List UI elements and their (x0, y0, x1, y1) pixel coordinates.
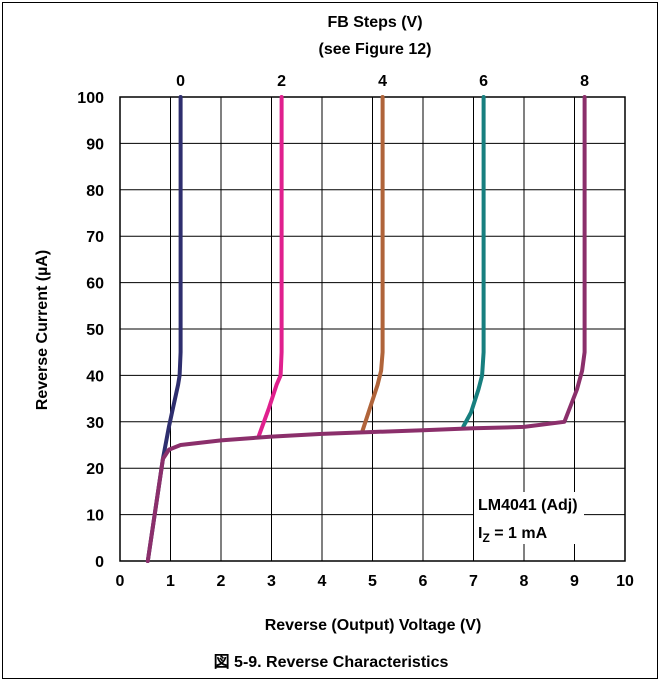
x-tick-labels: 0 1 2 3 4 5 6 7 8 9 10 (116, 573, 634, 590)
x-tick-label: 0 (116, 573, 125, 590)
annotation-subscript: Z (482, 531, 489, 545)
y-tick-label: 20 (86, 461, 104, 478)
annotation-rest: = 1 mA (490, 525, 548, 542)
series-lines (145, 95, 587, 563)
y-tick-label: 40 (86, 368, 104, 385)
annotation-background (474, 492, 584, 544)
series-top-label-fb-2: 2 (277, 73, 286, 90)
x-tick-label: 3 (267, 573, 276, 590)
y-tick-label: 30 (86, 415, 104, 432)
top-title-line1: FB Steps (V) (327, 14, 422, 31)
x-tick-label: 8 (520, 573, 529, 590)
x-tick-label: 2 (217, 573, 226, 590)
y-axis-title: Reverse Current (µA) (34, 250, 51, 410)
series-line-fb-4 (360, 95, 385, 434)
annotation-box: LM4041 (Adj) IZ = 1 mA (474, 492, 584, 545)
y-tick-label: 70 (86, 229, 104, 246)
x-axis-title: Reverse (Output) Voltage (V) (265, 617, 482, 634)
series-top-label-fb-0: 0 (176, 73, 185, 90)
series-top-label-fb-8: 8 (580, 73, 589, 90)
y-tick-label: 50 (86, 322, 104, 339)
y-tick-label: 10 (86, 508, 104, 525)
y-tick-label: 60 (86, 276, 104, 293)
y-tick-label: 90 (86, 136, 104, 153)
x-tick-label: 1 (166, 573, 175, 590)
series-line-fb-2 (256, 95, 284, 438)
series-line-fb-6 (461, 95, 486, 429)
series-top-label-fb-4: 4 (378, 73, 387, 90)
annotation-line2: IZ = 1 mA (478, 525, 548, 545)
x-tick-label: 4 (318, 573, 327, 590)
annotation-line1: LM4041 (Adj) (478, 497, 578, 514)
y-tick-label: 80 (86, 183, 104, 200)
series-line-fb-8 (145, 95, 587, 563)
figure-caption: 図 5-9. Reverse Characteristics (214, 653, 449, 671)
plot-border (119, 96, 626, 562)
series-top-labels: 0 2 4 6 8 (176, 73, 589, 90)
x-tick-label: 6 (419, 573, 428, 590)
series-top-label-fb-6: 6 (479, 73, 488, 90)
grid (119, 96, 626, 562)
series-line-fb-0 (145, 95, 183, 563)
x-tick-label: 9 (570, 573, 579, 590)
y-tick-label: 100 (77, 90, 104, 107)
y-tick-labels: 0 10 20 30 40 50 60 70 80 90 100 (77, 90, 104, 571)
y-tick-label: 0 (95, 554, 104, 571)
x-tick-label: 7 (469, 573, 478, 590)
x-tick-label: 5 (368, 573, 377, 590)
annotation-main: I (478, 525, 482, 542)
top-title-line2: (see Figure 12) (319, 41, 432, 58)
x-tick-label: 10 (616, 573, 634, 590)
